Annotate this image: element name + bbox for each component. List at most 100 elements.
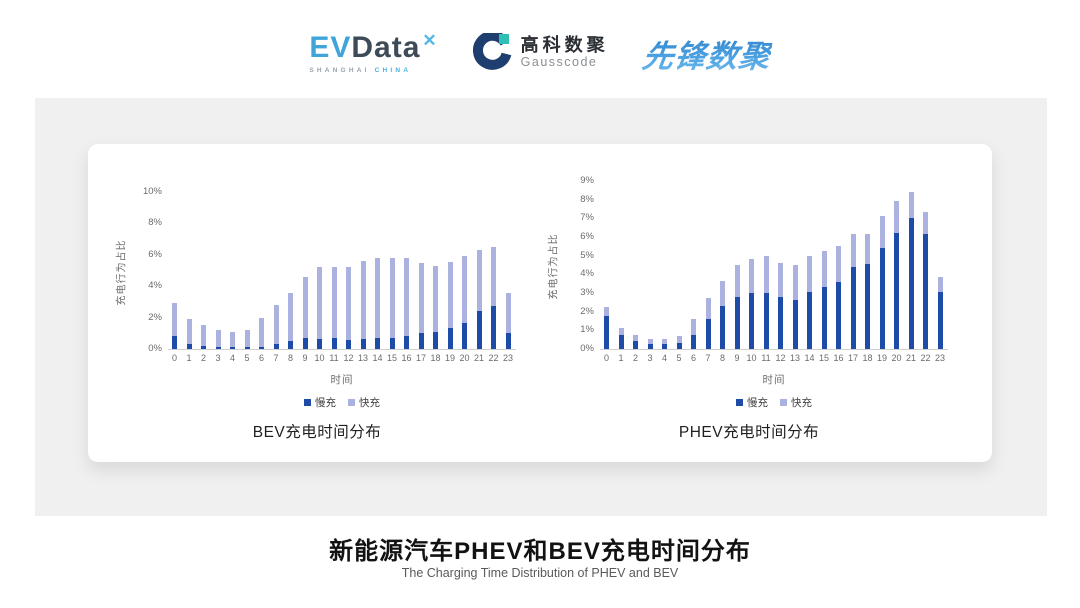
x-axis-tick-label: 1 xyxy=(618,353,624,363)
gausscode-text: 高科数聚 Gausscode xyxy=(520,35,609,70)
y-axis-tick-label: 0% xyxy=(580,343,594,354)
legend-swatch-icon xyxy=(348,399,355,406)
x-axis-tick-label: 3 xyxy=(647,353,653,363)
bar-segment-slow xyxy=(447,327,453,349)
y-axis-tick-label: 7% xyxy=(580,212,594,224)
bar-segment-fast xyxy=(662,338,667,345)
gausscode-cn-text: 高科数聚 xyxy=(520,35,609,56)
bar-segment-slow xyxy=(259,346,264,349)
legend-item: 慢充 xyxy=(304,395,336,410)
bar-segment-fast xyxy=(172,303,177,337)
evdata-logo: EV Data ✕ SHANGHAI CHINA xyxy=(309,30,438,74)
y-axis-tick-label: 8% xyxy=(580,193,594,205)
bar-segment-fast xyxy=(763,255,769,293)
bar-segment-slow xyxy=(491,305,496,349)
bar-segment-fast xyxy=(389,257,395,339)
bar-segment-slow xyxy=(720,306,725,349)
bar-segment-fast xyxy=(418,263,424,334)
bar-segment-slow xyxy=(172,336,177,349)
y-axis-tick-label: 10% xyxy=(142,186,162,197)
bar-segment-fast xyxy=(346,267,351,340)
bar-segment-fast xyxy=(215,330,221,347)
y-axis-tick-label: 2% xyxy=(148,311,162,323)
x-axis-tick-label: 16 xyxy=(401,353,412,363)
y-axis-tick-label: 5% xyxy=(580,249,594,261)
bar-segment-slow xyxy=(836,281,841,349)
x-axis-tick-label: 12 xyxy=(775,353,786,363)
bar-segment-fast xyxy=(491,246,496,306)
bar-segment-fast xyxy=(807,255,812,293)
y-axis-tick-label: 2% xyxy=(580,305,594,317)
bar-segment-fast xyxy=(705,297,711,320)
x-axis-tick-label: 16 xyxy=(833,353,844,363)
x-axis-tick-label: 6 xyxy=(258,353,264,363)
x-axis-tick-label: 20 xyxy=(891,353,902,363)
x-axis-tick-label: 10 xyxy=(746,353,757,363)
bar-segment-slow xyxy=(763,293,769,349)
page-title: 新能源汽车PHEV和BEV充电时间分布 xyxy=(329,538,751,565)
x-axis-tick-label: 5 xyxy=(676,353,682,363)
legend-item: 慢充 xyxy=(736,395,768,410)
bar-segment-fast xyxy=(937,277,943,293)
x-axis-tick-label: 17 xyxy=(415,353,426,363)
bar-segment-fast xyxy=(317,267,322,339)
x-axis-tick-label: 7 xyxy=(273,353,279,363)
legend-label: 快充 xyxy=(791,397,812,409)
x-axis-tick-label: 13 xyxy=(789,353,800,363)
x-axis-tick-label: 8 xyxy=(287,353,293,363)
bar-segment-slow xyxy=(865,264,870,349)
y-axis-tick-label: 0% xyxy=(148,343,162,354)
bev-y-axis-label: 充电行为占比 xyxy=(116,239,128,306)
bar-segment-fast xyxy=(778,263,783,297)
x-axis-tick-label: 0 xyxy=(603,353,609,363)
x-axis-tick-label: 19 xyxy=(876,353,887,363)
evdata-star-icon: ✕ xyxy=(422,30,438,50)
bar-segment-slow xyxy=(215,346,221,349)
x-axis-tick-label: 10 xyxy=(314,353,325,363)
bar-segment-slow xyxy=(288,341,293,349)
x-axis-tick-label: 14 xyxy=(372,353,383,363)
y-axis-tick-label: 6% xyxy=(148,248,162,260)
bar-segment-fast xyxy=(604,307,609,317)
x-axis-tick-label: 1 xyxy=(186,353,192,363)
x-axis-tick-label: 8 xyxy=(719,353,725,363)
bar-segment-fast xyxy=(836,246,841,282)
bar-segment-slow xyxy=(505,333,511,349)
bar-segment-fast xyxy=(476,250,482,312)
gausscode-logo: 高科数聚 Gausscode xyxy=(472,33,609,73)
header-logos: EV Data ✕ SHANGHAI CHINA 高科数聚 Gausscode 先锋… xyxy=(0,22,1080,84)
x-axis-tick-label: 5 xyxy=(244,353,250,363)
bar-segment-slow xyxy=(633,340,638,349)
y-axis-tick-label: 3% xyxy=(580,287,594,298)
bar-segment-slow xyxy=(418,333,424,349)
x-axis-tick-label: 12 xyxy=(343,353,354,363)
evdata-subtext: SHANGHAI CHINA xyxy=(309,67,411,74)
evdata-china-text: CHINA xyxy=(374,66,412,74)
bar-segment-fast xyxy=(894,200,899,234)
phev-chart-title: PHEV充电时间分布 xyxy=(678,424,820,441)
bar-segment-fast xyxy=(230,331,235,348)
x-axis-tick-label: 21 xyxy=(473,353,484,363)
x-axis-tick-label: 15 xyxy=(818,353,829,363)
bar-segment-fast xyxy=(647,338,653,345)
bar-segment-slow xyxy=(879,248,885,349)
chart-card: 充电行为占比 0% 2% 4% 6% 8% 10% 0 1 2 3 4 5 6 7 8 9 10 11 12 13 14… xyxy=(88,144,992,462)
bar-segment-fast xyxy=(331,267,337,339)
bar-segment-fast xyxy=(691,319,696,335)
bar-segment-fast xyxy=(676,335,682,344)
bar-segment-fast xyxy=(259,317,264,347)
bar-segment-slow xyxy=(908,218,914,349)
x-axis-tick-label: 18 xyxy=(430,353,441,363)
legend-swatch-icon xyxy=(304,399,311,406)
bar-segment-slow xyxy=(186,343,192,349)
evdata-data-text: Data xyxy=(351,30,421,64)
bar-segment-slow xyxy=(317,338,322,349)
phev-plot-area: 0% 1% 2% 3% 4% 5% 6% 7% 8% 9% 0 1 2 3 4 5 6 7 8 9 10 11 12 13 14… xyxy=(580,175,948,363)
phev-legend: 慢充 快充 xyxy=(600,395,948,410)
bar-segment-fast xyxy=(923,211,928,235)
x-axis-tick-label: 20 xyxy=(459,353,470,363)
bar-segment-slow xyxy=(676,343,682,349)
bar-segment-slow xyxy=(734,296,740,349)
bar-segment-slow xyxy=(662,344,667,349)
